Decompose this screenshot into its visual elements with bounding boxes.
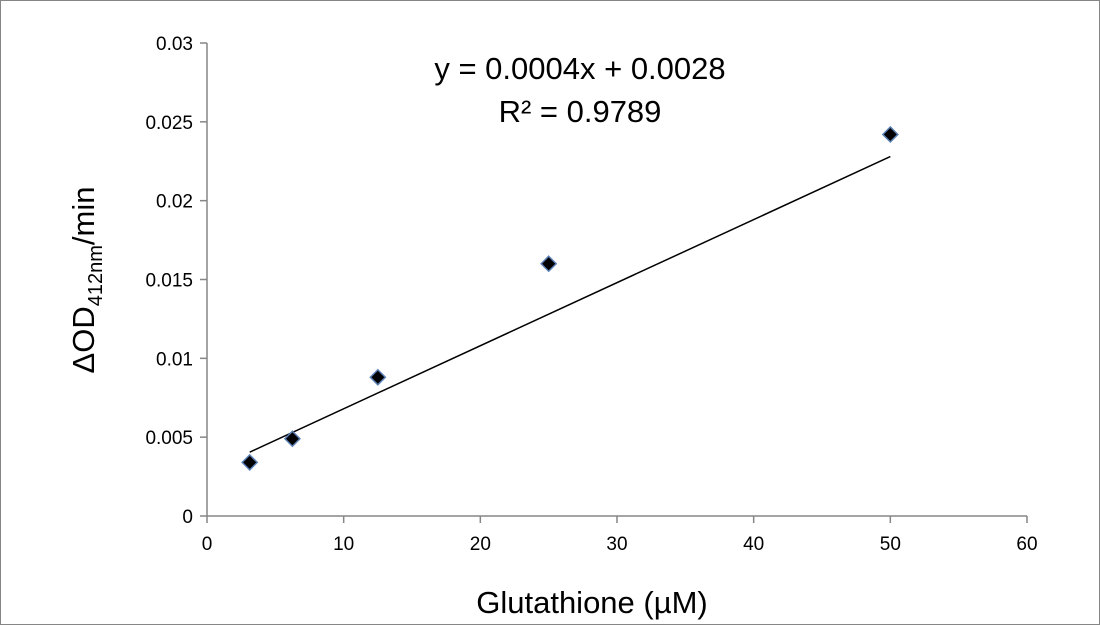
y-tick-label: 0.01 [156, 349, 193, 370]
y-tick-label: 0.02 [156, 192, 193, 213]
y-tick-label: 0.025 [145, 113, 193, 134]
data-point [881, 125, 899, 144]
y-axis [200, 42, 208, 517]
trendline-equation: y = 0.0004x + 0.0028 [434, 51, 725, 86]
y-tick-labels: 0 0.005 0.01 0.015 0.02 0.025 0.03 [145, 34, 193, 528]
x-axis-title: Glutathione (µM) [476, 585, 708, 620]
x-tick-label: 30 [606, 534, 627, 555]
x-tick-label: 0 [202, 534, 213, 555]
y-tick-label: 0.03 [156, 34, 193, 55]
data-point [369, 368, 387, 386]
y-axis-title-suffix: /min [66, 187, 101, 246]
x-tick-label: 10 [333, 534, 354, 555]
trendline [249, 155, 891, 453]
data-points [241, 125, 899, 471]
x-tick-labels: 0 10 20 30 40 50 60 [202, 534, 1038, 555]
y-tick-label: 0.005 [145, 428, 193, 449]
y-axis-title-subscript: 412nm [85, 245, 107, 306]
data-point [540, 255, 558, 273]
x-axis [206, 515, 1028, 523]
x-tick-label: 20 [470, 534, 491, 555]
y-tick-label: 0.015 [145, 271, 193, 292]
data-point [241, 453, 259, 471]
r-squared-value: R² = 0.9789 [499, 94, 662, 129]
x-tick-label: 60 [1016, 534, 1037, 555]
x-tick-label: 50 [880, 534, 901, 555]
y-axis-title: ΔOD412nm/min [66, 187, 107, 374]
x-tick-label: 40 [743, 534, 764, 555]
y-tick-label: 0 [182, 507, 193, 528]
data-point [283, 430, 301, 448]
y-axis-title-base: ΔOD [66, 306, 101, 373]
